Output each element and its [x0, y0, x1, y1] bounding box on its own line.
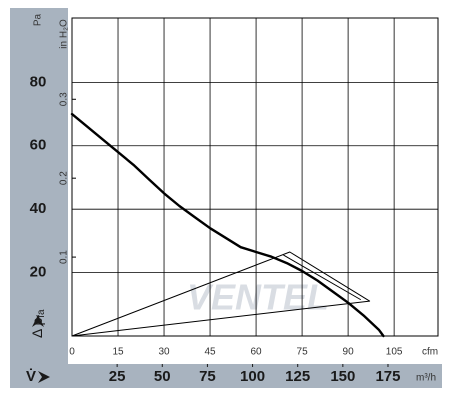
y-tick-label: 40 — [30, 200, 47, 217]
curve — [70, 112, 385, 338]
x2-tick-label: 25 — [109, 368, 126, 385]
y-tick-label: 80 — [30, 73, 47, 90]
x2-tick-label: 100 — [240, 368, 265, 385]
x-tick-label: 15 — [112, 347, 124, 358]
x-tick-label: 75 — [297, 347, 309, 358]
y2-tick-label: 0.1 — [59, 250, 70, 264]
x-tick-label: 0 — [69, 347, 75, 358]
y-symbol-sub: fa — [36, 309, 47, 318]
curve — [283, 254, 361, 300]
x2-tick-label: 175 — [375, 368, 400, 385]
plot-area — [71, 17, 439, 337]
y2-unit: in H₂O — [59, 19, 70, 49]
y2-tick-label: 0.2 — [59, 171, 70, 185]
x2-unit: m³/h — [416, 373, 436, 384]
x-tick-label: 30 — [158, 347, 170, 358]
x2-tick-label: 75 — [199, 368, 216, 385]
x-tick-label: 90 — [343, 347, 355, 358]
y-tick-label: 20 — [30, 264, 47, 281]
curve — [71, 251, 371, 337]
x-unit: cfm — [422, 347, 438, 358]
y-tick-label: 60 — [30, 137, 47, 154]
x2-tick-label: 125 — [285, 368, 310, 385]
bottom-panel — [10, 364, 442, 388]
x-arrow — [38, 371, 50, 383]
y2-tick-label: 0.3 — [59, 92, 70, 106]
left-panel — [10, 8, 68, 388]
y-arrow — [32, 315, 44, 327]
x2-tick-label: 50 — [154, 368, 171, 385]
x-tick-label: 105 — [386, 347, 403, 358]
x-symbol: V̇ — [26, 368, 36, 385]
x-tick-label: 45 — [204, 347, 216, 358]
x2-tick-label: 150 — [330, 368, 355, 385]
watermark: VENTEL — [187, 277, 329, 318]
x-tick-label: 60 — [251, 347, 263, 358]
y-unit: Pa — [33, 13, 44, 26]
